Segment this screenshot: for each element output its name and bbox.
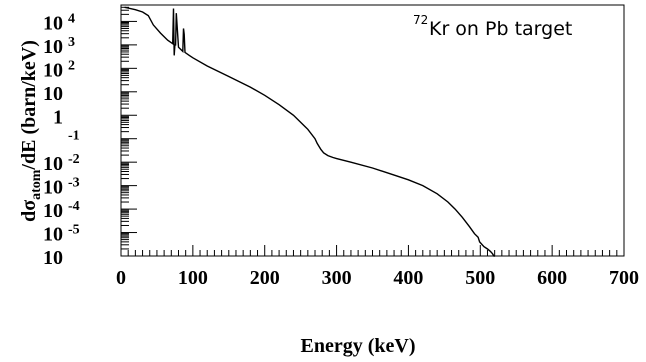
x-tick-label: 600 xyxy=(537,267,567,289)
y-tick-label-exponent: -5 xyxy=(68,223,80,238)
y-axis-title-suffix: /dE (barn/keV) xyxy=(18,40,40,170)
x-tick-labels: 0 100 200 300 400 500 600 700 xyxy=(116,267,639,289)
y-tick-label-base: 10 xyxy=(43,83,63,105)
y-tick-label-base: 10 xyxy=(43,200,63,222)
tick-marks xyxy=(120,4,625,257)
x-tick-label: 300 xyxy=(322,267,352,289)
annotation: 72 Kr on Pb target xyxy=(413,13,572,40)
y-axis-title-sigma: σ xyxy=(18,200,40,211)
y-axis-title-sub: atom xyxy=(29,169,44,200)
y-tick-label-base: 10 xyxy=(43,153,63,175)
y-tick-label-base: 1 xyxy=(53,106,63,128)
y-axis-title: dσatom/dE (barn/keV) xyxy=(18,40,44,222)
y-tick-label-base: 10 xyxy=(43,224,63,246)
x-tick-label: 500 xyxy=(465,267,495,289)
y-tick-label-exponent: 2 xyxy=(68,58,75,73)
x-tick-label: 700 xyxy=(609,267,639,289)
annotation-mass-number: 72 xyxy=(413,13,428,27)
plot-frame xyxy=(120,4,625,257)
y-tick-label-base: 10 xyxy=(43,36,63,58)
data-curve xyxy=(124,6,495,257)
x-tick-label: 0 xyxy=(116,267,126,289)
annotation-text: Kr on Pb target xyxy=(429,18,572,40)
y-tick-label-exponent: 3 xyxy=(68,35,75,50)
y-tick-label-base: 10 xyxy=(43,177,63,199)
y-axis-title-prefix: d xyxy=(18,211,40,222)
x-axis-title: Energy (keV) xyxy=(301,335,416,357)
y-tick-label-base: 10 xyxy=(43,247,63,269)
x-tick-label: 400 xyxy=(393,267,423,289)
y-tick-label-exponent: -4 xyxy=(68,199,80,214)
y-tick-label-base: 10 xyxy=(43,59,63,81)
y-tick-label-exponent: -1 xyxy=(68,129,80,144)
x-tick-label: 100 xyxy=(178,267,208,289)
x-tick-label: 200 xyxy=(250,267,280,289)
y-tick-label-exponent: 4 xyxy=(68,11,75,26)
y-tick-label-exponent: -2 xyxy=(68,152,80,167)
y-tick-label-base: 10 xyxy=(43,12,63,34)
y-tick-label-exponent: -3 xyxy=(68,176,80,191)
